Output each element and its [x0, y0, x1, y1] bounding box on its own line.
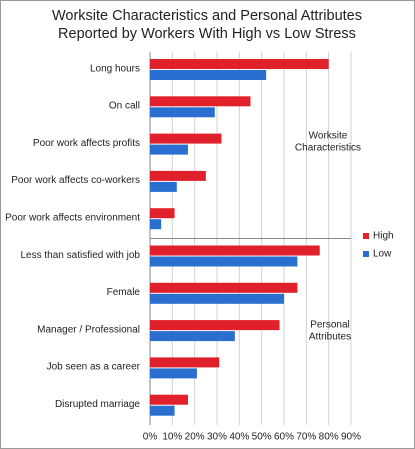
x-tick-label: 20% [185, 432, 205, 443]
legend-label: High [373, 231, 394, 242]
bar [150, 133, 222, 144]
x-tick-label: 40% [229, 432, 249, 443]
bar [150, 170, 206, 181]
annotation: Attributes [309, 332, 351, 343]
legend-swatch [363, 233, 369, 239]
bar [150, 368, 197, 379]
annotation: Characteristics [295, 143, 361, 154]
bar [150, 293, 284, 304]
y-tick-label: Less than satisfied with job [20, 250, 140, 261]
y-tick-label: Poor work affects environment [5, 212, 140, 223]
bar [150, 181, 177, 192]
bar [150, 70, 267, 80]
y-tick-label: Female [107, 287, 141, 298]
x-tick-label: 90% [341, 432, 361, 443]
bar [150, 219, 162, 230]
legend-swatch [363, 251, 369, 257]
y-tick-label: Job seen as a career [47, 362, 141, 373]
x-tick-label: 50% [252, 432, 272, 443]
bar [150, 282, 298, 293]
bar [150, 256, 298, 267]
annotation: Worksite [309, 131, 348, 142]
y-tick-label: Long hours [90, 63, 140, 74]
chart-title: Worksite Characteristics and Personal At… [52, 8, 362, 24]
y-tick-label: On call [109, 101, 140, 112]
y-tick-label: Manager / Professional [37, 324, 140, 335]
bar [150, 245, 320, 256]
bar [150, 59, 329, 69]
bar [150, 208, 175, 219]
bar [150, 394, 188, 405]
x-tick-label: 60% [274, 432, 294, 443]
annotation: Personal [310, 320, 349, 331]
bar [150, 144, 188, 155]
y-tick-label: Poor work affects co-workers [11, 175, 140, 186]
x-tick-label: 10% [162, 432, 182, 443]
bar [150, 320, 280, 331]
bar [150, 96, 251, 107]
bar [150, 405, 175, 416]
legend-label: Low [373, 249, 392, 260]
x-tick-label: 0% [143, 432, 158, 443]
x-tick-label: 30% [207, 432, 227, 443]
x-tick-label: 80% [319, 432, 339, 443]
bar [150, 357, 220, 368]
y-tick-label: Disrupted marriage [55, 399, 140, 410]
bar [150, 331, 235, 342]
y-tick-label: Poor work affects profits [33, 138, 140, 149]
bar [150, 107, 215, 118]
x-tick-label: 70% [296, 432, 316, 443]
chart-title: Reported by Workers With High vs Low Str… [58, 26, 356, 42]
